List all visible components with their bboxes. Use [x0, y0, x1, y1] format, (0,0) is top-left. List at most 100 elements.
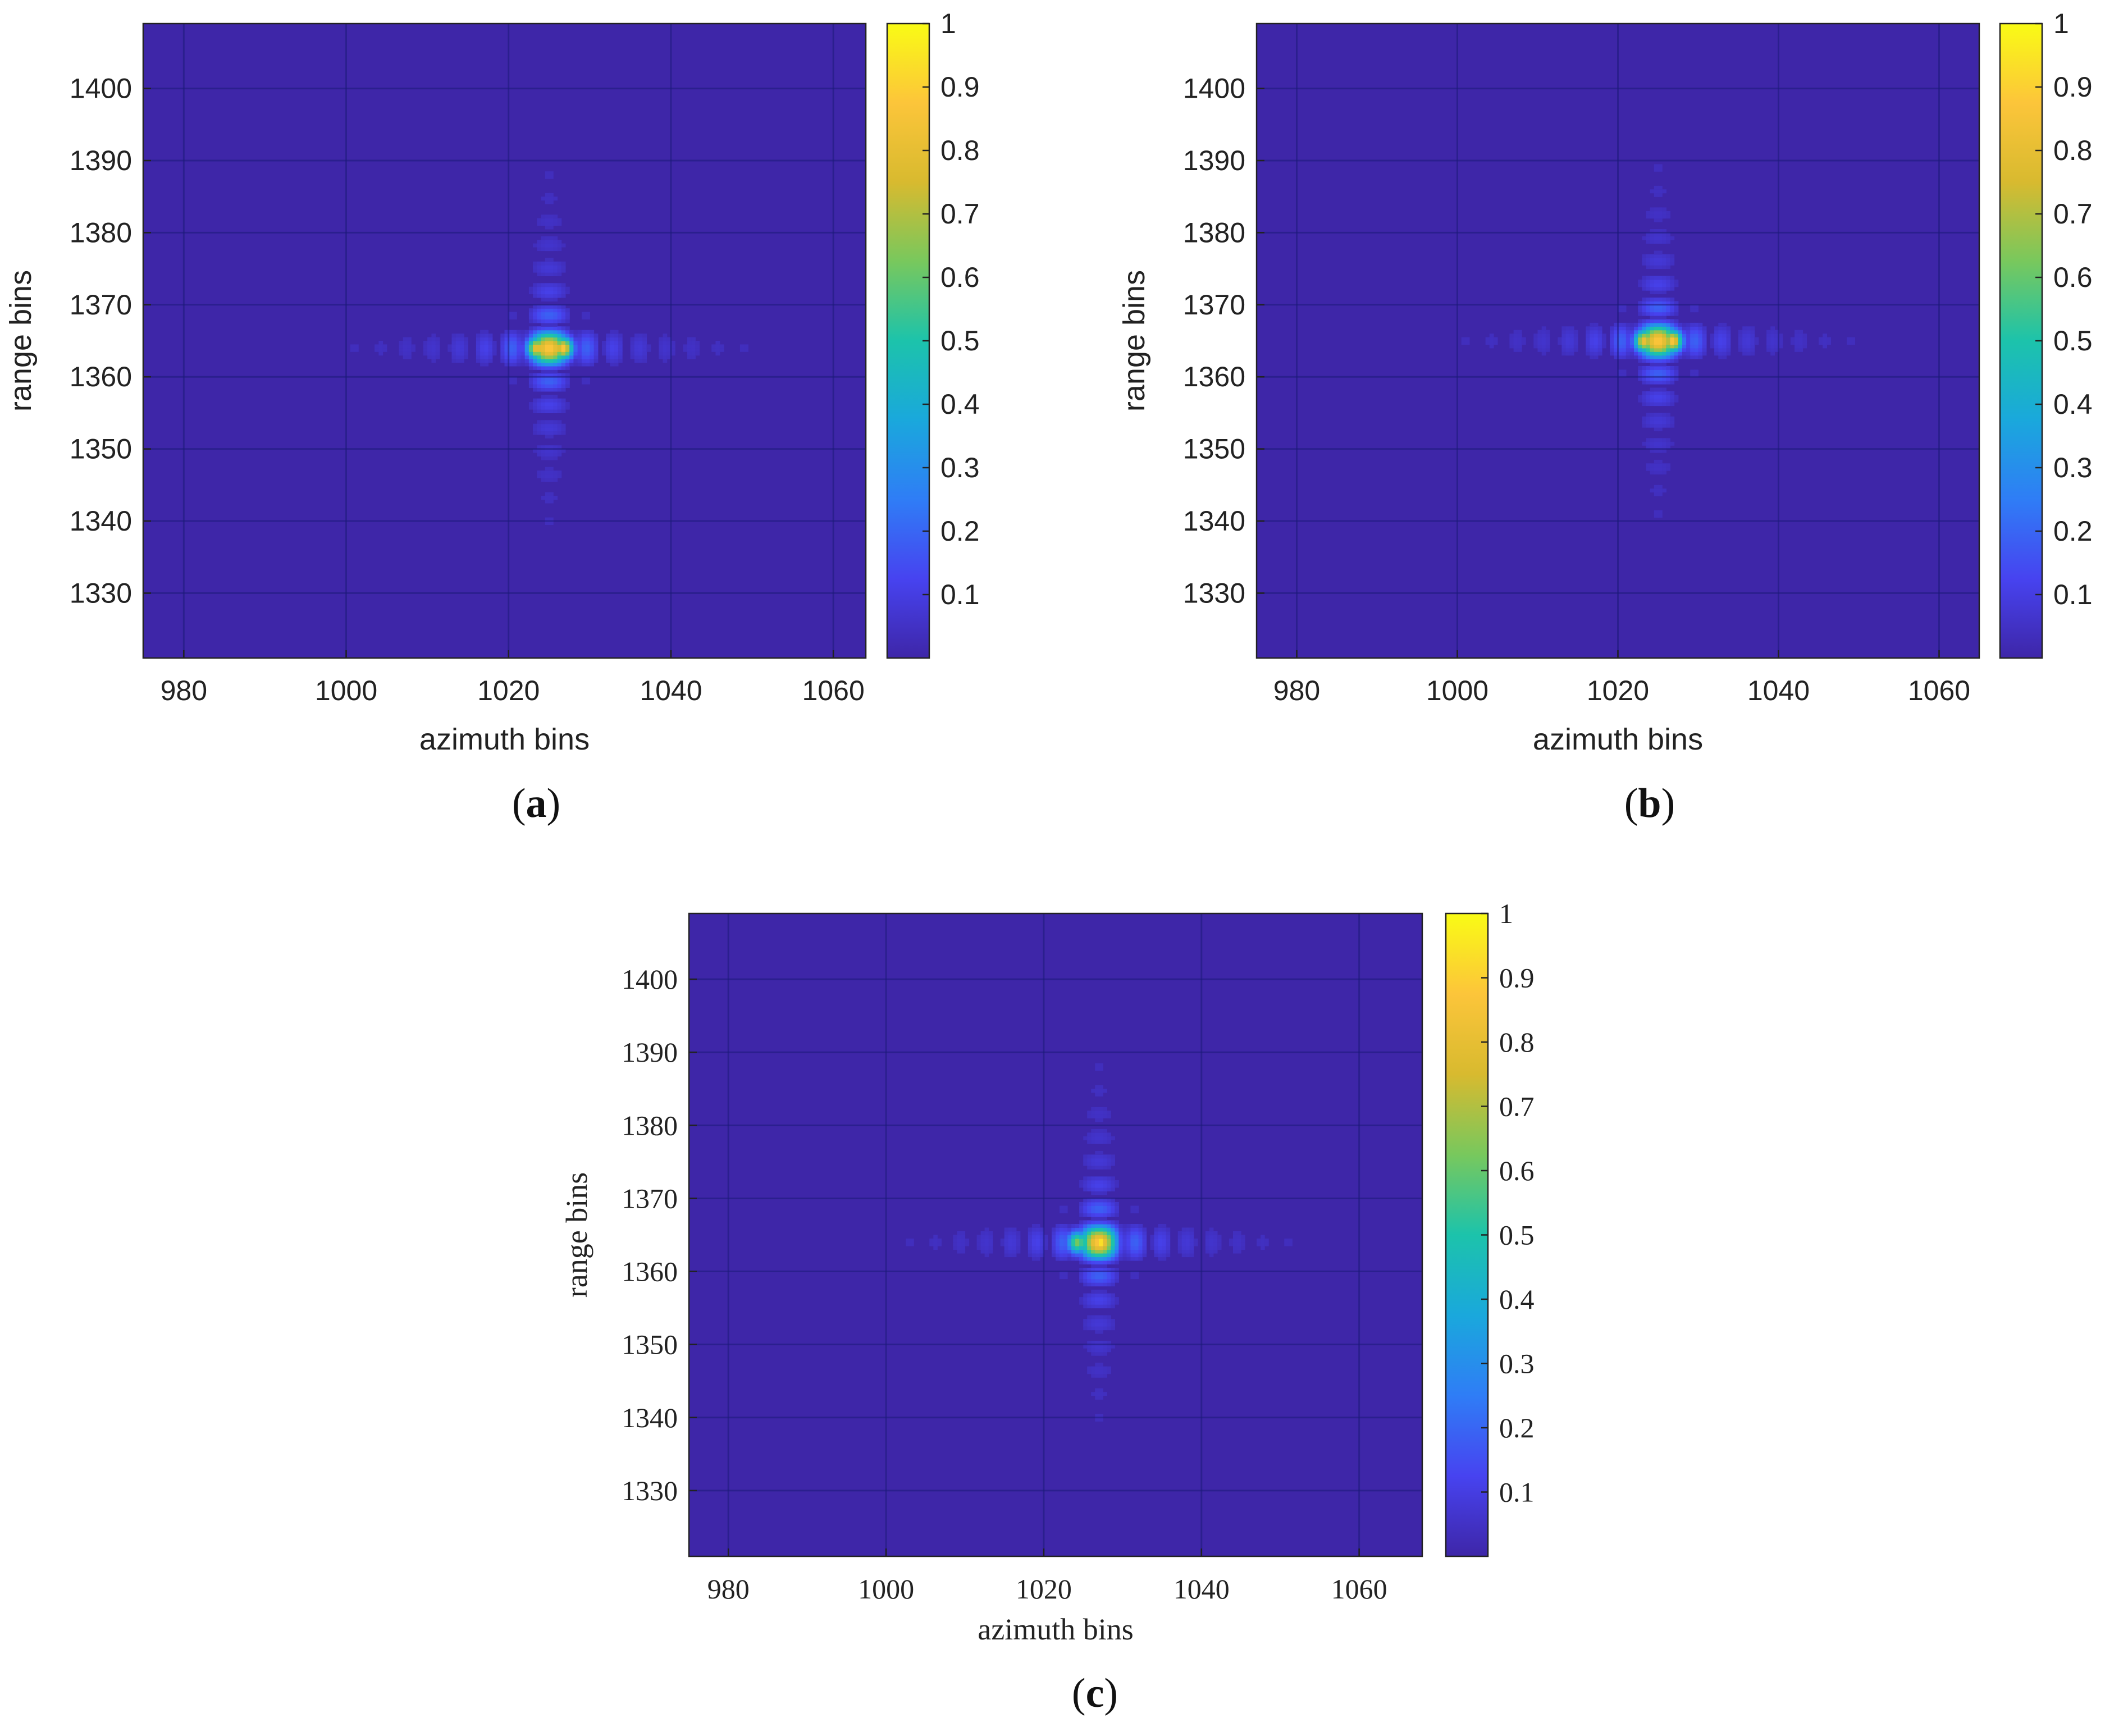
heatmap-cell	[1091, 1300, 1095, 1305]
heatmap-cell	[1662, 373, 1666, 377]
heatmap-cell	[1638, 301, 1643, 305]
heatmap-cell	[1134, 1239, 1139, 1243]
heatmap-cell	[1091, 1351, 1095, 1356]
heatmap-cell	[1071, 1227, 1076, 1232]
heatmap-cell	[553, 334, 558, 338]
heatmap-cell	[528, 286, 533, 291]
heatmap-cell	[451, 351, 456, 356]
heatmap-cell	[484, 362, 489, 367]
heatmap-cell	[1035, 1239, 1040, 1243]
heatmap-cell	[1658, 402, 1663, 406]
heatmap-cell	[541, 402, 546, 406]
heatmap-cell	[1189, 1253, 1194, 1258]
axes-frame	[688, 912, 1423, 1557]
heatmap-cell	[1650, 391, 1655, 395]
heatmap-cell	[1666, 276, 1670, 280]
heatmap-cell	[1189, 1231, 1194, 1236]
heatmap-cell	[1489, 341, 1494, 345]
heatmap-cell	[1746, 348, 1751, 352]
heatmap-cell	[1662, 298, 1666, 301]
heatmap-cell	[1573, 348, 1578, 352]
heatmap-cell	[1091, 1257, 1095, 1261]
heatmap-cell	[1079, 1246, 1084, 1250]
x-tick-label: 1060	[1331, 1573, 1387, 1605]
heatmap-cell	[553, 470, 558, 475]
heatmap-cell	[1610, 344, 1614, 349]
heatmap-cell	[1091, 1213, 1095, 1217]
heatmap-cell	[549, 445, 554, 450]
heatmap-cell	[1111, 1242, 1115, 1246]
heatmap-cell	[524, 359, 529, 363]
heatmap-cell	[1650, 377, 1655, 381]
heatmap-cell	[488, 351, 493, 356]
heatmap-cell	[513, 348, 517, 352]
heatmap-cell	[545, 326, 550, 331]
heatmap-cell	[1103, 1129, 1107, 1133]
heatmap-cell	[1658, 298, 1663, 301]
heatmap-cell	[1642, 326, 1647, 331]
heatmap-cell	[1537, 344, 1542, 349]
heatmap-cell	[378, 341, 383, 345]
heatmap-cell	[610, 362, 615, 367]
heatmap-cell	[1690, 355, 1695, 359]
heatmap-cell	[1662, 387, 1666, 392]
heatmap-cell	[1091, 1202, 1095, 1206]
heatmap-cell	[1666, 416, 1670, 421]
heatmap-cell	[1012, 1246, 1017, 1250]
heatmap-cell	[541, 453, 546, 456]
heatmap-cell	[1629, 344, 1634, 349]
heatmap-cell	[1087, 1319, 1092, 1323]
heatmap-cell	[561, 261, 566, 266]
heatmap-cell	[1099, 1198, 1103, 1203]
heatmap-cell	[1533, 341, 1538, 345]
colorbar-tick-label: 0.1	[1499, 1477, 1535, 1508]
heatmap-cell	[508, 316, 513, 320]
heatmap-cell	[1071, 1253, 1076, 1258]
heatmap-cell	[1079, 1242, 1084, 1246]
heatmap-cell	[1166, 1249, 1171, 1254]
heatmap-cell	[1778, 334, 1783, 338]
heatmap-cell	[1115, 1297, 1119, 1301]
heatmap-cell	[545, 222, 550, 226]
heatmap-cell	[1118, 1227, 1123, 1232]
heatmap-cell	[1261, 1239, 1265, 1243]
heatmap-cell	[1662, 316, 1666, 320]
heatmap-cell	[399, 341, 404, 345]
heatmap-cell	[1650, 467, 1655, 471]
heatmap-cell	[1650, 254, 1655, 258]
heatmap-cell	[953, 1246, 957, 1250]
heatmap-cell	[1209, 1249, 1214, 1254]
heatmap-cell	[1189, 1249, 1194, 1254]
heatmap-cell	[1095, 1217, 1099, 1221]
heatmap-cell	[1091, 1132, 1095, 1137]
heatmap-cell	[1185, 1253, 1190, 1258]
heatmap-cell	[1087, 1213, 1092, 1217]
heatmap-cell	[1794, 337, 1799, 341]
y-tick-label: 1350	[1183, 433, 1245, 465]
heatmap-cell	[561, 359, 566, 363]
heatmap-cell	[1107, 1278, 1111, 1283]
heatmap-cell	[1075, 1257, 1080, 1261]
heatmap-cell	[1654, 337, 1659, 341]
heatmap-cell	[1650, 359, 1655, 363]
heatmap-cell	[691, 337, 696, 341]
heatmap-cell	[1586, 348, 1590, 352]
heatmap-cell	[1126, 1253, 1131, 1258]
heatmap-cell	[1091, 1249, 1095, 1254]
heatmap-cell	[1233, 1239, 1238, 1243]
heatmap-cell	[1629, 337, 1634, 341]
heatmap-cell	[1521, 337, 1526, 341]
heatmap-cell	[1770, 326, 1775, 331]
heatmap-cell	[1154, 1249, 1159, 1254]
x-tick-label: 1020	[1587, 675, 1649, 706]
heatmap-cell	[1103, 1344, 1107, 1349]
heatmap-cell	[565, 402, 570, 406]
heatmap-cell	[1095, 1366, 1099, 1370]
heatmap-cell	[541, 312, 546, 316]
heatmap-cell	[634, 351, 639, 356]
heatmap-cell	[1103, 1304, 1107, 1309]
heatmap-cell	[1513, 330, 1518, 334]
heatmap-cell	[1533, 334, 1538, 338]
heatmap-cell	[1039, 1249, 1044, 1254]
heatmap-cell	[1561, 351, 1567, 356]
